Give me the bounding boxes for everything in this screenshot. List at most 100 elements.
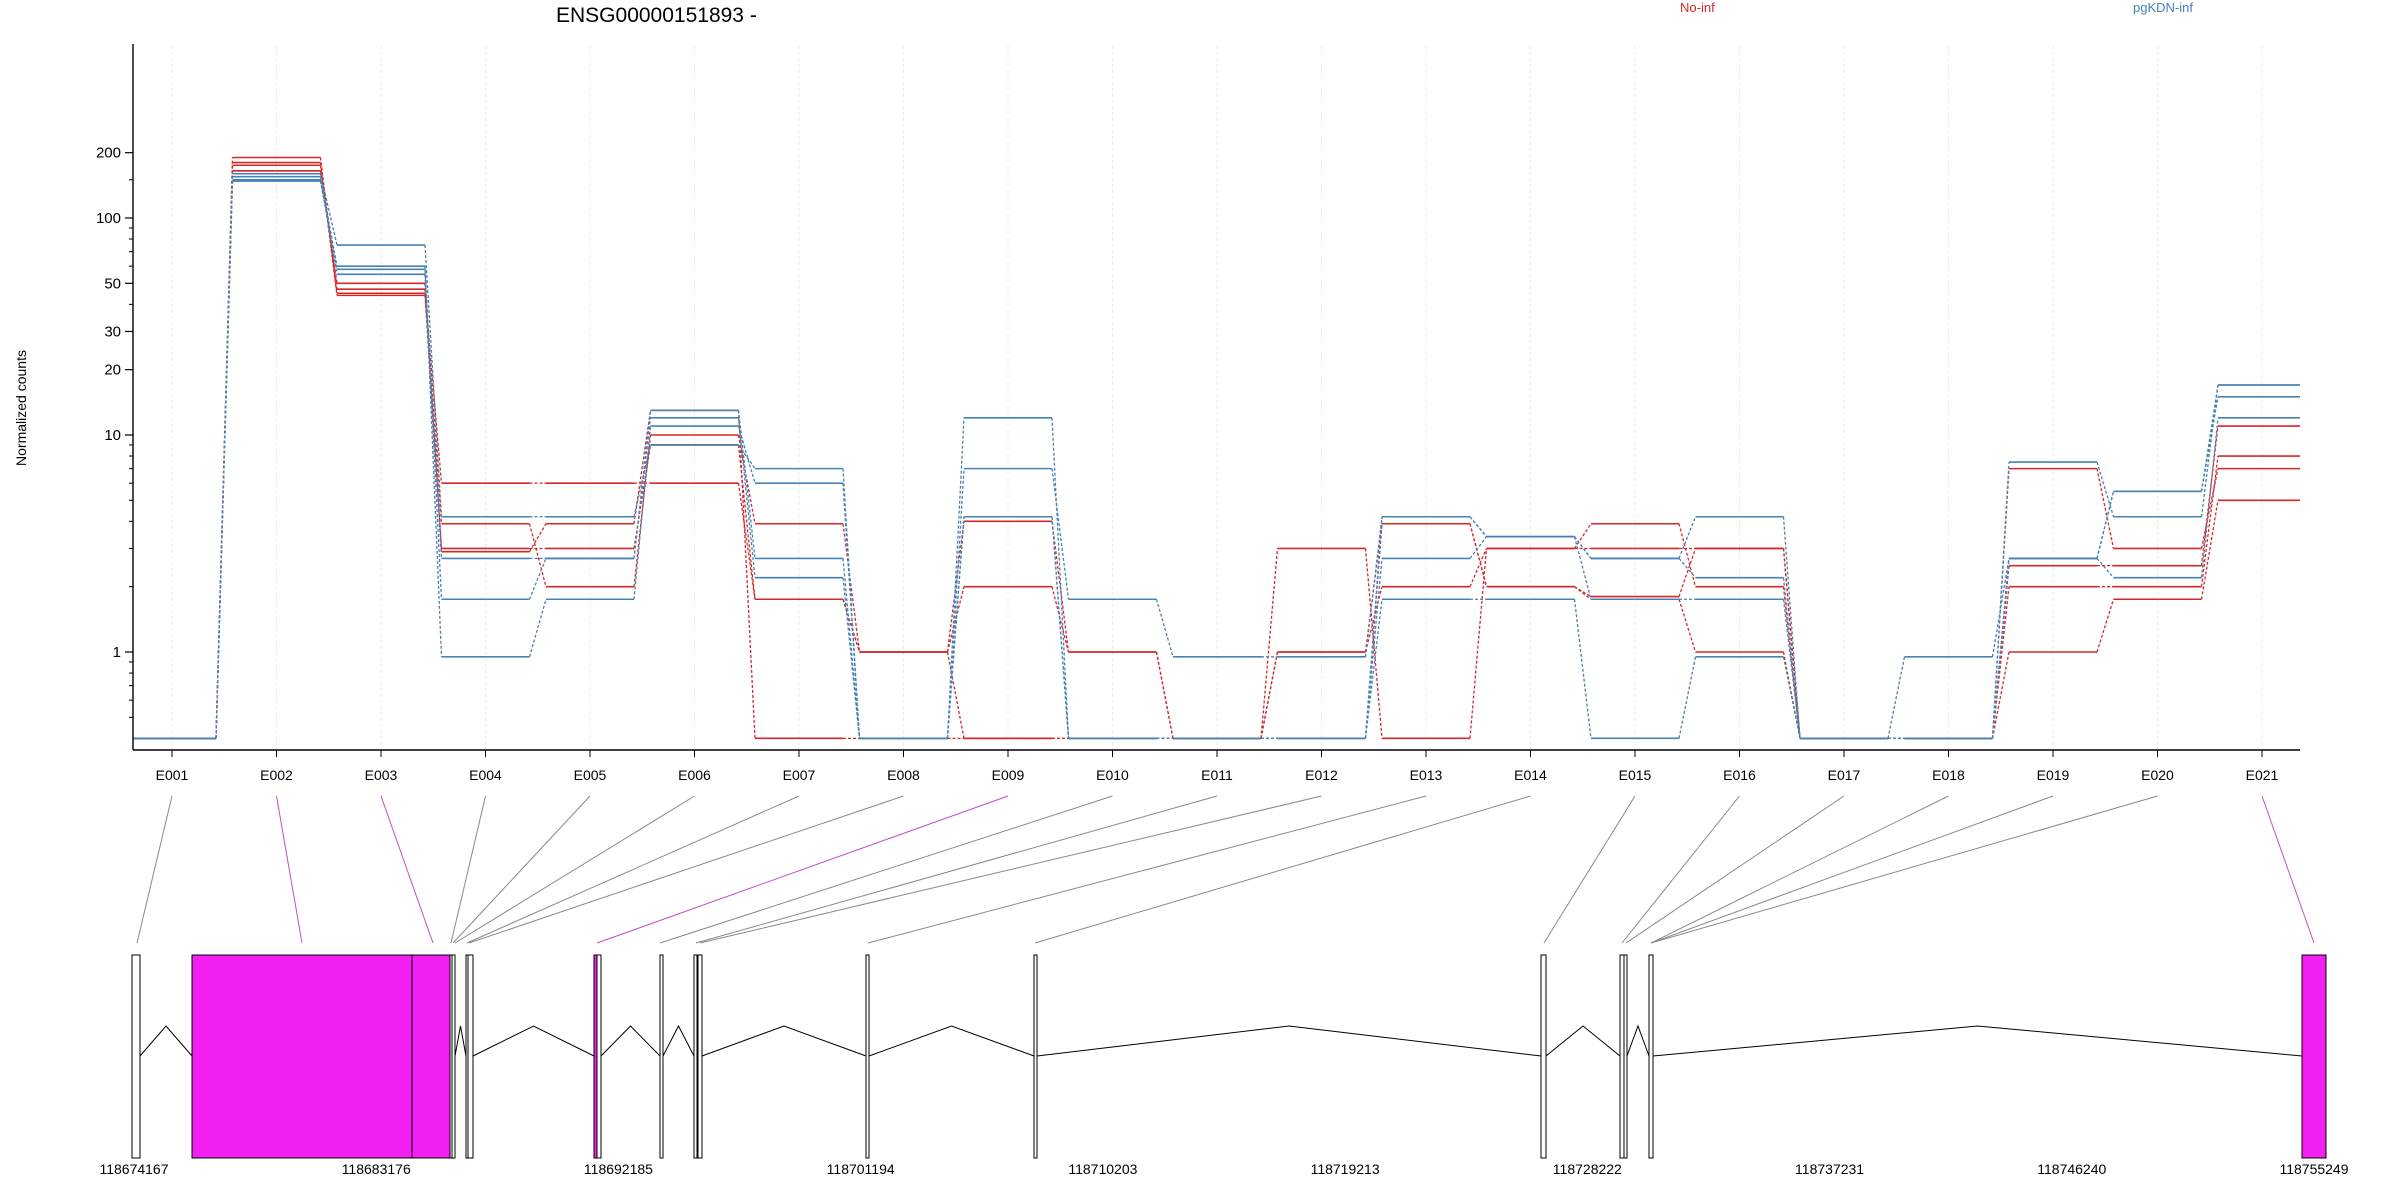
exon-transition [1469,548,1488,587]
exon-transition [737,434,756,524]
series-layer [133,156,2300,740]
x-tick-label: E014 [1514,767,1547,783]
x-tick-label: E004 [469,767,502,783]
exon-connector [659,795,1113,944]
exon-transition [2200,384,2219,492]
y-tick-label: 10 [104,427,121,444]
exon-transition [946,586,965,653]
exon-transition [1051,417,1070,739]
exon-transition [1051,468,1070,600]
x-tick-label: E018 [1932,767,1965,783]
exon-transition [2200,417,2219,578]
exon-box [1619,954,1625,1159]
exon-transition [946,417,965,739]
exon-transition [319,176,338,267]
exon-transition [2200,455,2219,587]
exon-box [659,954,664,1159]
exon-transition [1469,548,1488,739]
exon-transition [1991,558,2010,739]
exon-transition [633,425,652,600]
y-tick-label: 20 [104,362,121,379]
exon-transition [1678,656,1697,739]
exon-connector [1625,795,1845,944]
exon-transition [1573,536,1592,600]
exon-transition [1991,651,2010,739]
exon-transition [1469,523,1488,587]
x-tick-label: E003 [365,767,398,783]
exon-transition [1887,656,1906,739]
genome-tick-label: 118710203 [1068,1161,1137,1177]
exon-box [865,954,870,1159]
exon-box [596,954,602,1159]
exon-connector [1650,795,1949,944]
exon-connector [452,795,591,944]
exon-transition [1051,516,1070,739]
exon-transition [842,523,861,653]
exon-transition [946,516,965,739]
exon-transition [1574,586,1592,600]
exon-transition [1782,599,1801,739]
exon-transition [737,417,756,578]
y-tick-label: 200 [96,145,121,162]
genome-tick-label: 118728222 [1553,1161,1622,1177]
exon-transition [1260,651,1279,739]
exon-transition [528,599,547,658]
genome-axis: 118674167 118683176 118692185 118701194 1187… [99,1161,2348,1177]
intron-line [662,1024,695,1057]
exon-transition [2200,500,2219,600]
legend-label-no-inf: No-inf [1680,0,1715,15]
exon-transition [1364,516,1383,657]
exon-transition [2096,468,2115,549]
exon-box [1623,954,1628,1159]
x-tick-label: E007 [783,767,816,783]
exon-transition [2096,491,2115,559]
intron-line [454,1025,467,1057]
x-tick-label: E013 [1410,767,1443,783]
exon-transition [737,410,756,559]
exon-box [1648,954,1654,1159]
exon-transition [737,483,756,600]
intron-line [472,1025,595,1057]
x-tick-label: E010 [1096,767,1129,783]
y-tick-label: 50 [104,275,121,292]
exon-connector [596,795,1009,944]
exon-transition [215,181,234,739]
exon-transition [1991,558,2010,657]
x-tick-label: E019 [2037,767,2070,783]
exon-transition [1678,516,1697,559]
exon-transition [1991,462,2010,739]
exon-transition [842,483,861,739]
exon-transition [1155,599,1174,658]
x-tick-label: E021 [2246,767,2279,783]
intron-line [701,1025,867,1057]
exon-transition [1260,651,1279,739]
x-tick-label: E016 [1723,767,1756,783]
exon-transition [842,558,861,739]
exon-transition [1574,586,1592,598]
exon-transition [1364,586,1383,653]
exon-transition [842,577,861,739]
exon-box [1540,954,1547,1159]
exon-transition [1678,523,1697,587]
exon-transition [1260,548,1279,739]
x-axis: E001 E002 E003 E004 E005 E006 E007 E008 E009 E010… [133,749,2300,783]
exon-connector [466,795,800,944]
genome-tick-label: 118674167 [99,1161,168,1177]
exon-transition [1051,586,1070,653]
legend-label-pgkdn-inf: pgKDN-inf [2133,0,2193,15]
exon-box [191,954,413,1159]
x-tick-label: E009 [992,767,1025,783]
exon-transition [2096,557,2114,579]
genome-tick-label: 118746240 [2037,1161,2106,1177]
intron-line [1652,1025,2303,1057]
x-tick-label: E012 [1305,767,1338,783]
exon-transition [1469,536,1488,559]
exon-connector [695,795,1218,944]
exon-box [411,954,451,1159]
exon-connectors [136,795,2315,944]
exon-connector [699,795,1322,944]
exon-connector [454,795,695,944]
x-tick-label: E006 [678,767,711,783]
exon-connector [450,795,486,944]
exon-transition [1051,521,1070,653]
